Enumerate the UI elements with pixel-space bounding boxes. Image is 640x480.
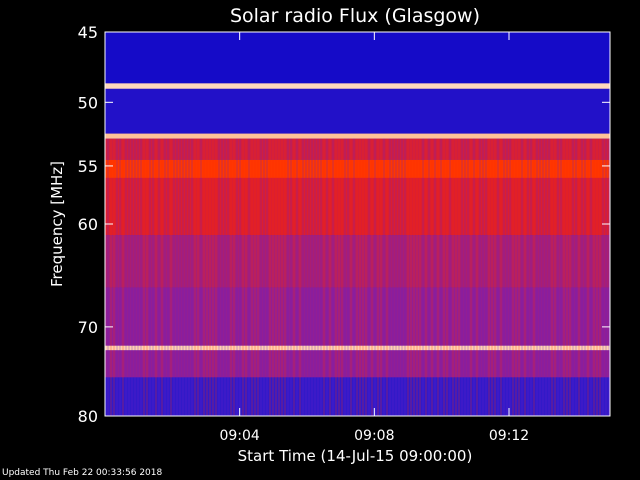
intensity-band: [105, 159, 610, 178]
intensity-band: [105, 138, 610, 160]
x-tick-label: 09:08: [354, 428, 394, 444]
intensity-band: [105, 32, 610, 84]
intensity-band: [105, 377, 610, 416]
intensity-band: [105, 350, 610, 378]
chart-title: Solar radio Flux (Glasgow): [230, 5, 480, 27]
y-tick-label: 55: [78, 157, 98, 176]
y-axis-label: Frequency [MHz]: [48, 161, 66, 287]
intensity-band: [105, 287, 610, 346]
intensity-band: [105, 83, 610, 89]
spectrogram-texture: [104, 138, 610, 416]
intensity-band: [105, 235, 610, 288]
y-axis: 45 50 55 60 70 80: [78, 23, 610, 426]
intensity-band: [105, 88, 610, 134]
intensity-band: [105, 345, 610, 351]
y-tick-label: 70: [78, 318, 98, 337]
y-tick-label: 50: [78, 93, 98, 112]
intensity-band: [105, 133, 610, 139]
x-axis: 09:04 09:08 09:12: [219, 32, 529, 444]
update-timestamp: Updated Thu Feb 22 00:33:56 2018: [2, 468, 163, 478]
y-tick-label: 80: [78, 407, 98, 426]
x-tick-label: 09:04: [219, 428, 259, 444]
plot-area: [104, 32, 610, 416]
x-axis-label: Start Time (14-Jul-15 09:00:00): [238, 447, 473, 465]
x-tick-label: 09:12: [489, 428, 529, 444]
intensity-band: [105, 177, 610, 236]
y-tick-label: 60: [78, 215, 98, 234]
y-tick-label: 45: [78, 23, 98, 42]
